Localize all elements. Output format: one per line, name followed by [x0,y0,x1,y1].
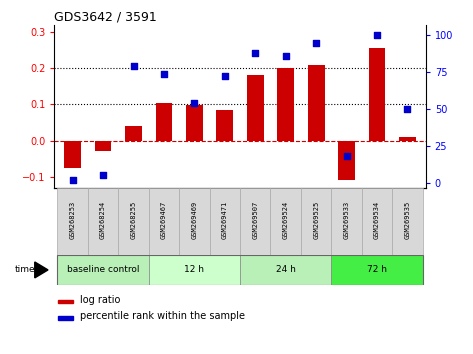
Text: baseline control: baseline control [67,266,140,274]
Bar [118,188,149,255]
Bar [64,141,81,168]
Text: 24 h: 24 h [276,266,296,274]
Bar [179,188,210,255]
Bar [217,110,233,141]
Point [282,53,289,59]
Text: GSM268255: GSM268255 [131,201,137,239]
Point [403,106,411,112]
Point [191,100,198,106]
Bar [301,188,332,255]
Point [312,40,320,45]
Text: time: time [15,266,35,274]
Point [99,173,107,178]
Bar [277,68,294,141]
Bar [399,137,416,141]
Point [69,177,77,183]
Bar [247,75,263,141]
Text: GSM269471: GSM269471 [222,201,228,239]
Text: GSM269524: GSM269524 [283,201,289,239]
Bar [240,255,332,285]
Bar [392,188,423,255]
Text: 12 h: 12 h [184,266,204,274]
Text: GDS3642 / 3591: GDS3642 / 3591 [54,11,157,24]
Bar [125,126,142,141]
Bar [362,188,392,255]
Bar [58,300,73,303]
Bar [240,188,271,255]
Text: 72 h: 72 h [367,266,387,274]
Text: log ratio: log ratio [80,295,121,305]
Bar [57,255,149,285]
Bar [271,188,301,255]
Bar [95,141,112,152]
Text: GSM269469: GSM269469 [192,201,197,239]
Point [221,74,228,79]
Bar [57,188,88,255]
Text: GSM269525: GSM269525 [313,201,319,239]
Bar [88,188,118,255]
Text: GSM269467: GSM269467 [161,201,167,239]
Text: GSM269535: GSM269535 [404,201,411,239]
Point [160,71,168,76]
Bar [186,105,203,141]
Bar [156,103,172,141]
Point [252,50,259,56]
Bar [210,188,240,255]
Bar [58,316,73,320]
Bar [338,141,355,181]
Text: GSM269534: GSM269534 [374,201,380,239]
Bar [149,255,240,285]
Bar [368,48,385,141]
Point [373,32,381,38]
Text: GSM268254: GSM268254 [100,201,106,239]
Text: GSM269507: GSM269507 [252,201,258,239]
Polygon shape [35,262,48,278]
Text: GSM269533: GSM269533 [343,201,350,239]
Bar [332,188,362,255]
Text: GSM268253: GSM268253 [70,201,76,239]
Bar [149,188,179,255]
Point [343,153,350,159]
Text: percentile rank within the sample: percentile rank within the sample [80,311,245,321]
Bar [332,255,423,285]
Point [130,63,137,69]
Bar [308,64,324,141]
